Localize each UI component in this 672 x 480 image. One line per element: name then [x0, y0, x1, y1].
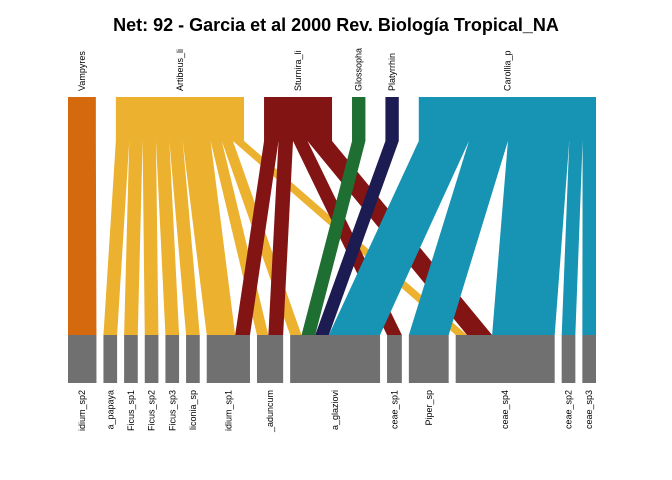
link-artibeus-li-to-a-papaya: [103, 141, 130, 335]
lower-node-bar-idium-sp2: [68, 335, 97, 383]
link-sturnira-li-to-aduncum: [268, 141, 294, 335]
link-sturnira-li-to-idium-sp1: [235, 141, 279, 335]
lower-node-bar-piper-sp: [408, 335, 449, 383]
lower-node-label: ceae_sp3: [584, 390, 594, 429]
interaction-links: [68, 141, 596, 335]
lower-node-label: ceae_sp1: [389, 390, 399, 429]
link-vampyres-to-idium-sp2: [68, 141, 97, 335]
link-carollia-p-to-piper-sp: [408, 141, 508, 335]
link-artibeus-li-to-ficus-sp3: [155, 141, 180, 335]
link-artibeus-li-to-ficus-sp2: [142, 141, 159, 335]
lower-node-label: a_papaya: [105, 390, 115, 430]
higher-node-bar-artibeus-li: [115, 97, 245, 141]
lower-node-label: Ficus_sp1: [126, 390, 136, 431]
link-carollia-p-to-ceae-sp2: [561, 141, 583, 335]
lower-node-bar-ceae-sp2: [561, 335, 576, 383]
higher-node-label: Glossopha: [354, 48, 364, 91]
lower-node-bar-liconia-sp: [186, 335, 200, 383]
lower-node-bar-a-papaya: [103, 335, 118, 383]
higher-node-bar-sturnira-li: [264, 97, 333, 141]
higher-node-label: Vampyres: [77, 51, 87, 91]
link-artibeus-li-to-idium-sp1: [182, 141, 236, 335]
lower-node-label: Ficus_sp3: [167, 390, 177, 431]
higher-node-label: Artibeus_li: [175, 49, 185, 91]
higher-node-label: Platyrrhin: [387, 53, 397, 91]
higher-node-bar-vampyres: [68, 97, 96, 141]
lower-node-label: ceae_sp4: [500, 390, 510, 429]
link-artibeus-li-to-liconia-sp: [169, 141, 200, 335]
lower-node-bar-ficus-sp3: [165, 335, 180, 383]
link-carollia-p-to-a-glaziovi: [328, 141, 469, 335]
lower-node-bar-aduncum: [256, 335, 284, 383]
lower-node-label: _aduncum: [265, 390, 275, 433]
link-carollia-p-to-ceae-sp4: [492, 141, 570, 335]
higher-level-labels: Vampyres Artibeus_li Sturnira_li Glossopha P…: [77, 48, 512, 91]
higher-level-bars: [68, 97, 596, 141]
lower-level-bars: [68, 335, 596, 383]
link-glossopha-to-a-glaziovi: [301, 141, 366, 335]
lower-node-bar-a-glaziovi: [290, 335, 381, 383]
higher-node-bar-platyrrhin: [385, 97, 399, 141]
lower-node-label: idium_sp2: [77, 390, 87, 431]
lower-level-labels: idium_sp2 a_papaya Ficus_sp1 Ficus_sp2 Ficus…: [77, 390, 594, 433]
lower-node-bar-ceae-sp1: [387, 335, 402, 383]
lower-node-bar-ceae-sp4: [455, 335, 555, 383]
lower-node-label: liconia_sp: [188, 390, 198, 430]
lower-node-label: Piper_sp: [424, 390, 434, 426]
chart-title: Net: 92 - Garcia et al 2000 Rev. Biologí…: [113, 15, 559, 35]
lower-node-label: idium_sp1: [223, 390, 233, 431]
lower-node-label: Ficus_sp2: [147, 390, 157, 431]
higher-node-label: Sturnira_li: [293, 50, 303, 91]
higher-node-bar-glossopha: [352, 97, 366, 141]
lower-node-bar-ficus-sp1: [124, 335, 138, 383]
lower-node-label: ceae_sp2: [564, 390, 574, 429]
link-platyrrhin-to-a-glaziovi: [315, 141, 399, 335]
lower-node-bar-ficus-sp2: [144, 335, 159, 383]
lower-node-label: a_glaziovi: [330, 390, 340, 430]
higher-node-bar-carollia-p: [418, 97, 596, 141]
higher-node-label: Carollia_p: [502, 50, 512, 91]
link-carollia-p-to-ceae-sp3: [582, 141, 596, 335]
lower-node-bar-idium-sp1: [206, 335, 250, 383]
lower-node-bar-ceae-sp3: [582, 335, 596, 383]
link-artibeus-li-to-ficus-sp1: [124, 141, 143, 335]
